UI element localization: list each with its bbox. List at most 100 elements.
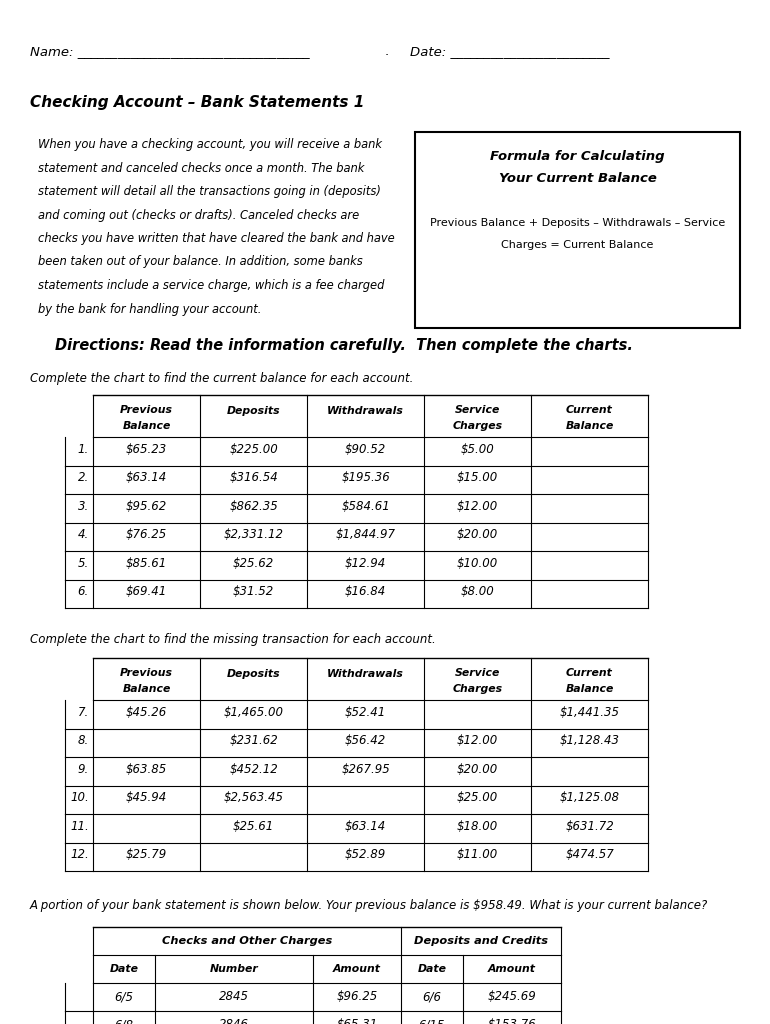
Text: Deposits: Deposits bbox=[226, 669, 280, 679]
Text: Date: ________________________: Date: ________________________ bbox=[410, 45, 610, 58]
Text: $1,844.97: $1,844.97 bbox=[336, 528, 396, 542]
Text: $5.00: $5.00 bbox=[460, 442, 494, 456]
Text: $12.94: $12.94 bbox=[345, 557, 386, 569]
Text: Number: Number bbox=[209, 964, 259, 974]
Text: 7.: 7. bbox=[78, 706, 89, 719]
Text: Current: Current bbox=[566, 406, 613, 415]
Text: $153.76: $153.76 bbox=[487, 1019, 537, 1024]
Text: Current: Current bbox=[566, 668, 613, 678]
Text: 1.: 1. bbox=[78, 442, 89, 456]
Text: Previous: Previous bbox=[120, 668, 173, 678]
Text: Charges = Current Balance: Charges = Current Balance bbox=[501, 240, 654, 250]
Text: $195.36: $195.36 bbox=[341, 471, 390, 484]
Text: $316.54: $316.54 bbox=[229, 471, 278, 484]
Text: $56.42: $56.42 bbox=[345, 734, 386, 748]
Text: Formula for Calculating: Formula for Calculating bbox=[490, 150, 665, 163]
Text: Charges: Charges bbox=[453, 421, 503, 431]
Text: $1,125.08: $1,125.08 bbox=[560, 792, 620, 804]
Text: 2.: 2. bbox=[78, 471, 89, 484]
Text: $11.00: $11.00 bbox=[457, 848, 498, 861]
Text: 5.: 5. bbox=[78, 557, 89, 569]
Text: Amount: Amount bbox=[333, 964, 381, 974]
Text: $69.41: $69.41 bbox=[126, 586, 167, 598]
Text: $231.62: $231.62 bbox=[229, 734, 278, 748]
Text: Complete the chart to find the current balance for each account.: Complete the chart to find the current b… bbox=[30, 372, 413, 385]
Text: statement will detail all the transactions going in (deposits): statement will detail all the transactio… bbox=[38, 185, 381, 198]
Text: $267.95: $267.95 bbox=[341, 763, 390, 776]
Text: $65.23: $65.23 bbox=[126, 442, 167, 456]
Text: 4.: 4. bbox=[78, 528, 89, 542]
Text: Name: ___________________________________: Name: __________________________________… bbox=[30, 45, 310, 58]
Text: Deposits and Credits: Deposits and Credits bbox=[414, 936, 548, 946]
Text: $52.41: $52.41 bbox=[345, 706, 386, 719]
Text: $25.61: $25.61 bbox=[233, 820, 274, 833]
Text: 9.: 9. bbox=[78, 763, 89, 776]
Text: $1,128.43: $1,128.43 bbox=[560, 734, 620, 748]
Text: $631.72: $631.72 bbox=[565, 820, 614, 833]
Text: $862.35: $862.35 bbox=[229, 500, 278, 513]
Text: $12.00: $12.00 bbox=[457, 734, 498, 748]
Text: by the bank for handling your account.: by the bank for handling your account. bbox=[38, 302, 261, 315]
Text: $20.00: $20.00 bbox=[457, 763, 498, 776]
Text: $25.62: $25.62 bbox=[233, 557, 274, 569]
Text: $2,331.12: $2,331.12 bbox=[223, 528, 283, 542]
Text: $96.25: $96.25 bbox=[336, 990, 377, 1004]
Text: been taken out of your balance. In addition, some banks: been taken out of your balance. In addit… bbox=[38, 256, 363, 268]
Text: Complete the chart to find the missing transaction for each account.: Complete the chart to find the missing t… bbox=[30, 633, 436, 646]
Text: Date: Date bbox=[109, 964, 139, 974]
Bar bbox=[415, 132, 740, 328]
Text: $63.14: $63.14 bbox=[345, 820, 386, 833]
Text: $584.61: $584.61 bbox=[341, 500, 390, 513]
Text: 6.: 6. bbox=[78, 586, 89, 598]
Text: $76.25: $76.25 bbox=[126, 528, 167, 542]
Text: Balance: Balance bbox=[565, 421, 614, 431]
Text: $85.61: $85.61 bbox=[126, 557, 167, 569]
Text: Balance: Balance bbox=[122, 684, 171, 694]
Text: and coming out (checks or drafts). Canceled checks are: and coming out (checks or drafts). Cance… bbox=[38, 209, 360, 221]
Text: .: . bbox=[385, 45, 389, 58]
Text: 8.: 8. bbox=[78, 734, 89, 748]
Text: 6/5: 6/5 bbox=[115, 990, 133, 1004]
Text: $65.31: $65.31 bbox=[336, 1019, 377, 1024]
Text: $25.00: $25.00 bbox=[457, 792, 498, 804]
Text: 6/8: 6/8 bbox=[115, 1019, 133, 1024]
Text: 6/6: 6/6 bbox=[423, 990, 441, 1004]
Text: Directions: Read the information carefully.  Then complete the charts.: Directions: Read the information careful… bbox=[55, 338, 633, 353]
Text: 10.: 10. bbox=[70, 792, 89, 804]
Text: $25.79: $25.79 bbox=[126, 848, 167, 861]
Text: $95.62: $95.62 bbox=[126, 500, 167, 513]
Text: Your Current Balance: Your Current Balance bbox=[498, 172, 657, 185]
Text: $18.00: $18.00 bbox=[457, 820, 498, 833]
Text: $16.84: $16.84 bbox=[345, 586, 386, 598]
Text: statements include a service charge, which is a fee charged: statements include a service charge, whi… bbox=[38, 279, 384, 292]
Text: 3.: 3. bbox=[78, 500, 89, 513]
Text: Date: Date bbox=[417, 964, 447, 974]
Text: $474.57: $474.57 bbox=[565, 848, 614, 861]
Text: 12.: 12. bbox=[70, 848, 89, 861]
Text: Previous Balance + Deposits – Withdrawals – Service: Previous Balance + Deposits – Withdrawal… bbox=[430, 218, 725, 228]
Text: Withdrawals: Withdrawals bbox=[327, 406, 404, 416]
Text: $8.00: $8.00 bbox=[460, 586, 494, 598]
Text: checks you have written that have cleared the bank and have: checks you have written that have cleare… bbox=[38, 232, 395, 245]
Text: $1,465.00: $1,465.00 bbox=[223, 706, 283, 719]
Text: When you have a checking account, you will receive a bank: When you have a checking account, you wi… bbox=[38, 138, 382, 151]
Text: 11.: 11. bbox=[70, 820, 89, 833]
Text: 2846: 2846 bbox=[219, 1019, 249, 1024]
Text: 2845: 2845 bbox=[219, 990, 249, 1004]
Text: Balance: Balance bbox=[122, 421, 171, 431]
Text: $63.85: $63.85 bbox=[126, 763, 167, 776]
Text: A portion of your bank statement is shown below. Your previous balance is $958.4: A portion of your bank statement is show… bbox=[30, 899, 708, 912]
Text: $31.52: $31.52 bbox=[233, 586, 274, 598]
Text: $245.69: $245.69 bbox=[487, 990, 537, 1004]
Text: Checking Account – Bank Statements 1: Checking Account – Bank Statements 1 bbox=[30, 95, 364, 110]
Text: $45.26: $45.26 bbox=[126, 706, 167, 719]
Text: $90.52: $90.52 bbox=[345, 442, 386, 456]
Text: Charges: Charges bbox=[453, 684, 503, 694]
Text: $2,563.45: $2,563.45 bbox=[223, 792, 283, 804]
Text: Service: Service bbox=[455, 406, 501, 415]
Text: $52.89: $52.89 bbox=[345, 848, 386, 861]
Text: Previous: Previous bbox=[120, 406, 173, 415]
Text: $225.00: $225.00 bbox=[229, 442, 278, 456]
Text: $12.00: $12.00 bbox=[457, 500, 498, 513]
Text: $15.00: $15.00 bbox=[457, 471, 498, 484]
